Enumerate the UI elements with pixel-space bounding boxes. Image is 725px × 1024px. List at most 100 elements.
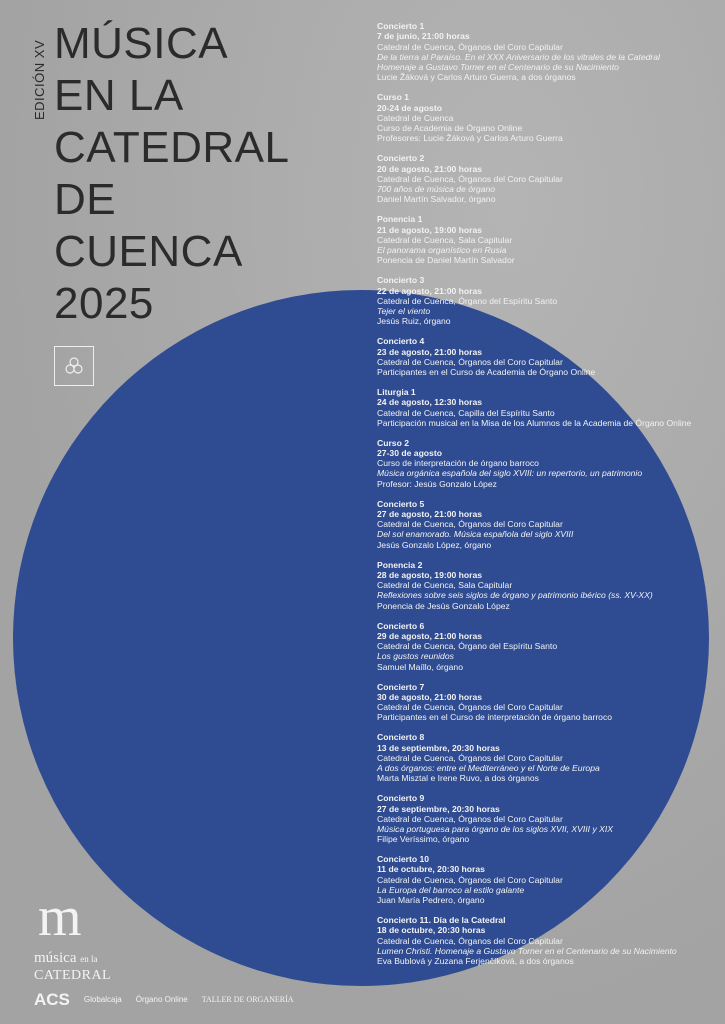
event-performer: Jesús Gonzalo López, órgano: [377, 539, 492, 550]
logo-text: música: [34, 950, 77, 966]
sponsor-acs-logo: ACS: [34, 990, 70, 1009]
event-venue: Catedral de Cuenca, Órganos del Coro Cap…: [377, 874, 563, 885]
event-performer: Filipe Veríssimo, órgano: [377, 834, 470, 845]
logo-text-small: en la: [80, 954, 98, 964]
event-date: 7 de junio, 21:00 horas: [377, 31, 470, 42]
event-title: Concierto 9: [377, 793, 425, 804]
event-date: 24 de agosto, 12:30 horas: [377, 397, 483, 408]
event-item: Concierto 5 27 de agosto, 21:00 horas Cate…: [377, 499, 717, 550]
event-program: Homenaje a Gustavo Torner en el Centenar…: [377, 62, 619, 73]
event-date: 27-30 de agosto: [377, 447, 442, 458]
event-item: Ponencia 1 21 de agosto, 19:00 horas Cated…: [377, 214, 717, 265]
event-performer: Lucie Žáková y Carlos Arturo Guerra, a d…: [377, 72, 576, 83]
event-performer: Juan María Pedrero, órgano: [377, 895, 485, 906]
event-program: La Europa del barroco al estilo galante: [377, 885, 525, 896]
event-venue: Catedral de Cuenca, Órgano del Espíritu …: [377, 295, 558, 306]
poster-title: MÚSICA EN LA CATEDRAL DE CUENCA 2025: [54, 18, 289, 330]
event-item: Curso 1 20-24 de agosto Catedral de Cuenca…: [377, 92, 717, 143]
event-date: 23 de agosto, 21:00 horas: [377, 346, 483, 357]
event-venue: Catedral de Cuenca, Órganos del Coro Cap…: [377, 935, 563, 946]
event-item: Concierto 10 11 de octubre, 20:30 horas Ca…: [377, 854, 717, 905]
event-venue: Catedral de Cuenca, Sala Capitular: [377, 580, 513, 591]
event-title: Concierto 3: [377, 275, 425, 286]
event-performer: Profesor: Jesús Gonzalo López: [377, 478, 497, 489]
event-performer: Ponencia de Jesús Gonzalo López: [377, 600, 510, 611]
edition-label: EDICIÓN XV: [32, 39, 47, 120]
sponsor-globalcaja-logo: Globalcaja: [83, 995, 122, 1004]
event-venue: Catedral de Cuenca, Órganos del Coro Cap…: [377, 173, 563, 184]
event-program: El panorama organístico en Rusia: [377, 245, 507, 256]
event-venue: Curso de interpretación de órgano barroc…: [377, 458, 539, 469]
logo-text: CATEDRAL: [34, 968, 112, 983]
seal-emblem-icon: [65, 357, 83, 374]
event-item: Ponencia 2 28 de agosto, 19:00 horas Cated…: [377, 560, 717, 611]
event-title: Concierto 4: [377, 336, 425, 347]
event-item: Curso 2 27-30 de agosto Curso de interpret…: [377, 438, 717, 489]
event-program: Tejer el viento: [377, 306, 431, 317]
title-line: CUENCA: [54, 227, 243, 276]
event-item: Concierto 6 29 de agosto, 21:00 horas Cate…: [377, 621, 717, 672]
event-performer: Jesús Ruiz, órgano: [377, 316, 451, 327]
event-item: Liturgia 1 24 de agosto, 12:30 horas Cated…: [377, 387, 717, 428]
event-venue: Catedral de Cuenca, Órgano del Espíritu …: [377, 641, 558, 652]
event-performer: Participación musical en la Misa de los …: [377, 417, 692, 428]
event-date: 13 de septiembre, 20:30 horas: [377, 742, 500, 753]
cathedral-seal-logo: [54, 346, 94, 386]
event-item: Concierto 7 30 de agosto, 21:00 horas Cate…: [377, 682, 717, 723]
event-date: 29 de agosto, 21:00 horas: [377, 630, 483, 641]
event-performer: Profesores: Lucie Žáková y Carlos Arturo…: [377, 133, 563, 144]
event-item: Concierto 3 22 de agosto, 21:00 horas Cate…: [377, 275, 717, 326]
event-date: 20-24 de agosto: [377, 102, 442, 113]
event-title: Ponencia 1: [377, 214, 423, 225]
event-title: Curso 1: [377, 92, 409, 103]
event-title: Liturgia 1: [377, 386, 416, 397]
event-venue: Catedral de Cuenca, Órganos del Coro Cap…: [377, 41, 563, 52]
event-title: Concierto 10: [377, 854, 430, 865]
event-item: Concierto 9 27 de septiembre, 20:30 horas…: [377, 793, 717, 844]
event-date: 27 de septiembre, 20:30 horas: [377, 803, 500, 814]
event-date: 18 de octubre, 20:30 horas: [377, 925, 486, 936]
event-title: Concierto 1: [377, 21, 425, 31]
event-title: Concierto 7: [377, 681, 425, 692]
event-venue: Catedral de Cuenca, Órganos del Coro Cap…: [377, 356, 563, 367]
event-date: 22 de agosto, 21:00 horas: [377, 285, 483, 296]
event-program: Lumen Christi. Homenaje a Gustavo Torner…: [377, 946, 677, 957]
event-title: Concierto 5: [377, 498, 425, 509]
event-item: Concierto 11. Día de la Catedral 18 de oc…: [377, 915, 717, 966]
event-venue: Catedral de Cuenca, Sala Capitular: [377, 234, 513, 245]
event-program: Del sol enamorado. Música española del s…: [377, 529, 574, 540]
event-title: Curso 2: [377, 437, 409, 448]
event-date: 28 de agosto, 19:00 horas: [377, 569, 483, 580]
title-line: 2025: [54, 279, 154, 328]
event-venue: Catedral de Cuenca, Órganos del Coro Cap…: [377, 519, 563, 530]
event-date: 21 de agosto, 19:00 horas: [377, 224, 483, 235]
event-venue: Catedral de Cuenca, Capilla del Espíritu…: [377, 407, 555, 418]
logo-mark: m: [38, 886, 82, 948]
event-title: Ponencia 2: [377, 559, 423, 570]
event-venue: Catedral de Cuenca, Órganos del Coro Cap…: [377, 813, 563, 824]
event-item: Concierto 2 20 de agosto, 21:00 horas Cate…: [377, 153, 717, 204]
sponsor-taller-organeria-logo: TALLER DE ORGANERÍA: [201, 995, 294, 1004]
title-line: DE: [54, 175, 117, 224]
event-date: 11 de octubre, 20:30 horas: [377, 864, 485, 875]
event-venue: Curso de Academia de Órgano Online: [377, 123, 523, 134]
event-venue: Catedral de Cuenca: [377, 112, 454, 123]
blue-circle: [13, 290, 709, 986]
event-performer: Eva Bublová y Zuzana Ferjenčíková, a dos…: [377, 956, 574, 967]
event-title: Concierto 11. Día de la Catedral: [377, 915, 506, 926]
event-performer: Daniel Martín Salvador, órgano: [377, 194, 496, 205]
event-title: Concierto 8: [377, 732, 425, 743]
event-item: Concierto 4 23 de agosto, 21:00 horas Cate…: [377, 336, 717, 377]
event-program: A dos órganos: entre el Mediterráneo y e…: [377, 763, 600, 774]
event-performer: Ponencia de Daniel Martín Salvador: [377, 255, 515, 266]
sponsor-logos: ACS Globalcaja Órgano Online TALLER DE O…: [34, 990, 294, 1010]
event-date: 27 de agosto, 21:00 horas: [377, 508, 483, 519]
sponsor-organo-online-logo: Órgano Online: [135, 995, 188, 1004]
event-program: Los gustos reunidos: [377, 651, 454, 662]
event-program: Reflexiones sobre seis siglos de órgano …: [377, 590, 653, 601]
title-line: CATEDRAL: [54, 123, 290, 172]
event-date: 30 de agosto, 21:00 horas: [377, 691, 483, 702]
event-performer: Marta Misztal e Irene Ruvo, a dos órgano…: [377, 773, 539, 784]
event-program: 700 años de música de órgano: [377, 184, 496, 195]
